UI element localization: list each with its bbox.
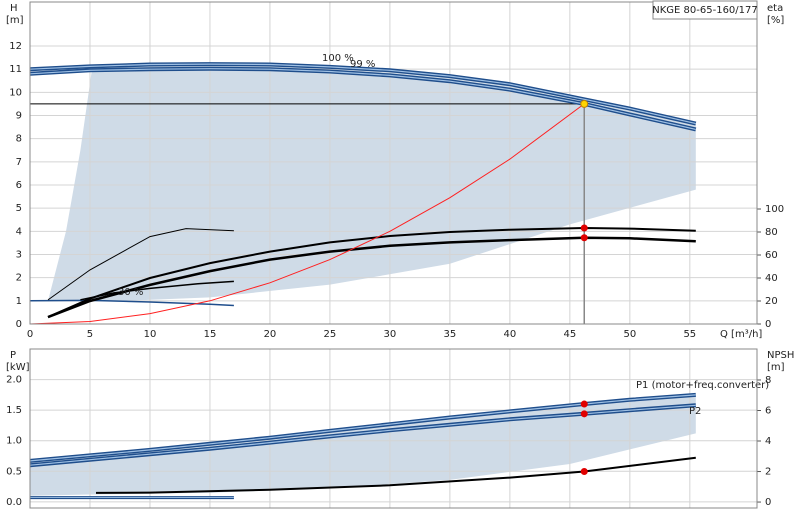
series-label: 30 % bbox=[118, 287, 143, 298]
plot-area bbox=[30, 2, 757, 324]
x-tick-label: 15 bbox=[204, 329, 217, 340]
series-line bbox=[47, 228, 234, 301]
x-tick-label: 25 bbox=[324, 329, 337, 340]
chart-title: NKGE 80-65-160/177 bbox=[652, 5, 758, 16]
series-line bbox=[47, 226, 696, 319]
series-label: 99 % bbox=[350, 59, 375, 70]
series-label: P2 bbox=[689, 406, 701, 417]
plot-0: 0 5 10 15 20 25 30 35 40 45 50 55012345678910111202… bbox=[6, 0, 784, 340]
y2-tick-label: 80 bbox=[765, 227, 778, 238]
operating-point bbox=[580, 234, 588, 242]
y-axis-label: H bbox=[10, 3, 18, 14]
operating-region bbox=[30, 394, 696, 496]
x-tick-label: 40 bbox=[504, 329, 517, 340]
y-tick-label: 10 bbox=[9, 87, 22, 98]
plot-frame bbox=[29, 348, 758, 509]
series-line bbox=[30, 299, 234, 307]
series-line-highlight bbox=[30, 404, 696, 466]
x-tick-label: 50 bbox=[623, 329, 636, 340]
y-tick-label: 1.5 bbox=[6, 405, 22, 416]
y2-axis-label: eta bbox=[767, 3, 783, 14]
y-axis-label: P bbox=[10, 350, 16, 361]
operating-point bbox=[580, 468, 588, 476]
y-tick-label: 0 bbox=[16, 319, 22, 330]
x-tick-label: 5 bbox=[87, 329, 93, 340]
plot-frame bbox=[29, 1, 758, 325]
y-tick-label: 0.0 bbox=[6, 497, 22, 508]
y-tick-label: 4 bbox=[16, 226, 22, 237]
y2-tick-label: 6 bbox=[765, 405, 771, 416]
y2-tick-label: 0 bbox=[765, 319, 771, 330]
x-tick-label: 10 bbox=[144, 329, 157, 340]
y-tick-label: 8 bbox=[16, 134, 22, 145]
x-tick-label: 45 bbox=[563, 329, 576, 340]
y-tick-label: 1 bbox=[16, 296, 22, 307]
x-tick-label: 35 bbox=[444, 329, 457, 340]
operating-point bbox=[580, 410, 588, 418]
y2-tick-label: 8 bbox=[765, 375, 771, 386]
y-tick-label: 9 bbox=[16, 111, 22, 122]
y2-axis-unit: [m] bbox=[767, 362, 785, 373]
y-tick-label: 12 bbox=[9, 41, 22, 52]
y-tick-label: 3 bbox=[16, 250, 22, 261]
x-tick-label: 55 bbox=[683, 329, 696, 340]
x-tick-label: 0 bbox=[27, 329, 33, 340]
plot-1: 0.0 0.5 1.0 1.5 2.0 0 2 4 6 8P1 (motor+freq.conve… bbox=[6, 348, 794, 509]
y-tick-label: 1.0 bbox=[6, 436, 22, 447]
series-label: 100 % bbox=[322, 53, 354, 64]
y-axis-unit: [m] bbox=[6, 15, 24, 26]
x-axis-label: Q [m³/h] bbox=[720, 329, 762, 340]
plot-area bbox=[30, 349, 757, 508]
operating-region bbox=[47, 64, 696, 301]
series-line bbox=[47, 236, 696, 319]
y-tick-label: 5 bbox=[16, 203, 22, 214]
operating-point bbox=[580, 400, 588, 408]
y-tick-label: 0.5 bbox=[6, 466, 22, 477]
y2-axis-label: NPSH bbox=[767, 350, 794, 361]
operating-point bbox=[580, 224, 588, 232]
y2-tick-label: 60 bbox=[765, 250, 778, 261]
series-line bbox=[30, 103, 585, 324]
y2-tick-label: 20 bbox=[765, 296, 778, 307]
y2-tick-label: 2 bbox=[765, 467, 771, 478]
y-tick-label: 6 bbox=[16, 180, 22, 191]
y2-tick-label: 40 bbox=[765, 273, 778, 284]
y-tick-label: 11 bbox=[9, 64, 22, 75]
title-box bbox=[652, 0, 758, 20]
y2-tick-label: 4 bbox=[765, 436, 771, 447]
y2-tick-label: 0 bbox=[765, 497, 771, 508]
y-tick-label: 2.0 bbox=[6, 375, 22, 386]
x-tick-label: 30 bbox=[384, 329, 397, 340]
y2-axis-unit: [%] bbox=[767, 15, 784, 26]
series-line-highlight bbox=[30, 68, 696, 130]
y2-tick-label: 100 bbox=[765, 204, 784, 215]
y-tick-label: 2 bbox=[16, 273, 22, 284]
x-tick-label: 20 bbox=[264, 329, 277, 340]
series-label: P1 (motor+freq.converter) bbox=[636, 380, 769, 391]
series-line-highlight bbox=[30, 394, 696, 462]
duty-point bbox=[580, 99, 589, 108]
y-axis-unit: [kW] bbox=[6, 362, 30, 373]
y-tick-label: 7 bbox=[16, 157, 22, 168]
series-line-highlight bbox=[30, 63, 696, 125]
